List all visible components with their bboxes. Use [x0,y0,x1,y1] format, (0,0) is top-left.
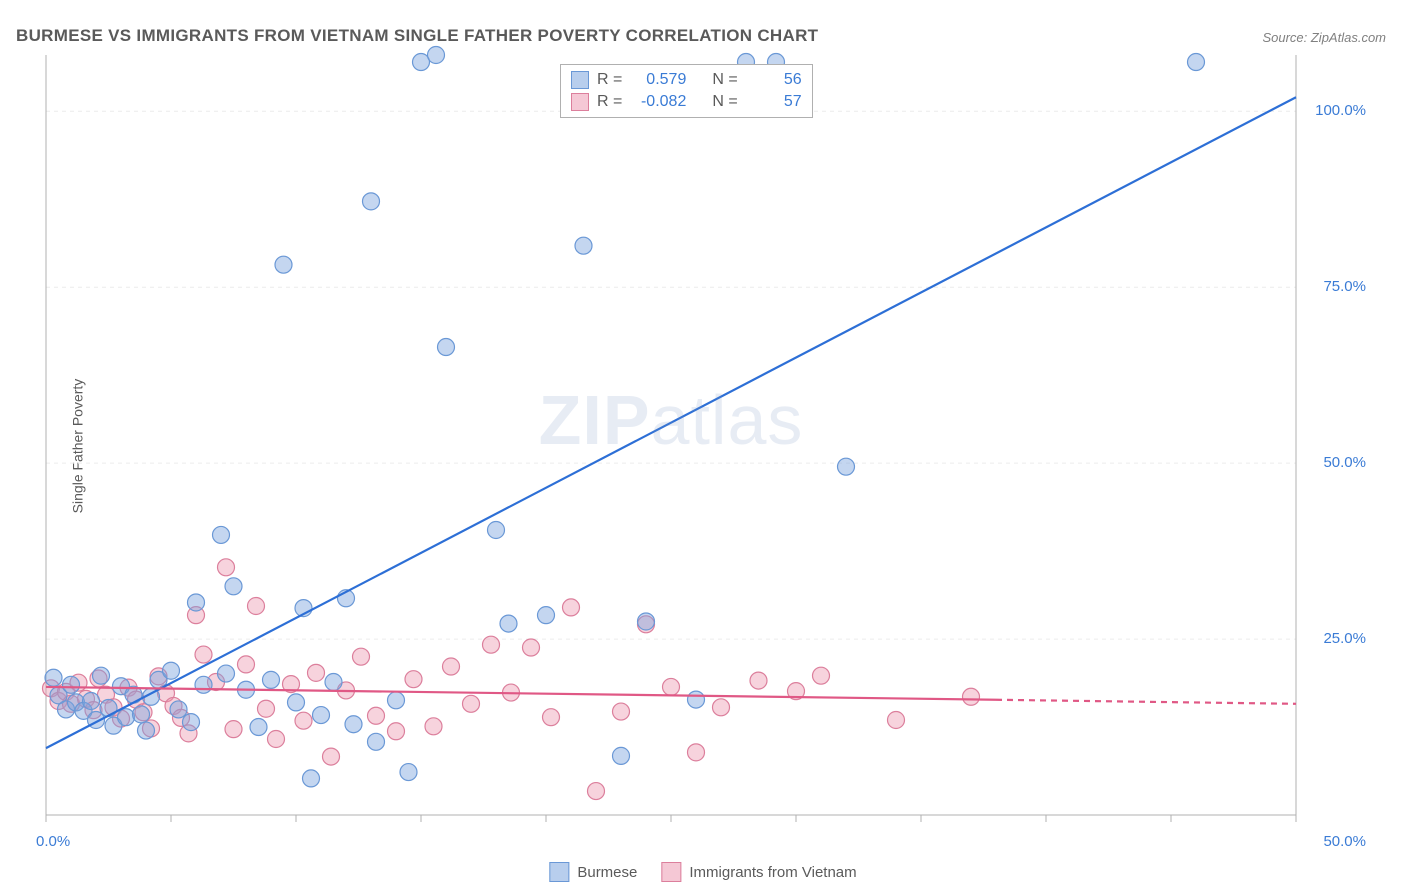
n-value-vietnam: 57 [746,93,802,111]
legend-item-vietnam: Immigrants from Vietnam [661,862,856,882]
n-label: N = [712,93,737,111]
chart-legend: Burmese Immigrants from Vietnam [549,862,856,882]
legend-label-burmese: Burmese [577,864,637,881]
y-tick-label: 100.0% [1315,102,1366,119]
y-tick-label: 25.0% [1323,630,1366,647]
legend-swatch-vietnam [661,862,681,882]
legend-item-burmese: Burmese [549,862,637,882]
x-tick-label: 50.0% [1323,833,1366,850]
plot-area: ZIPatlas [46,55,1296,815]
r-label: R = [597,93,622,111]
stats-row-burmese: R = 0.579 N = 56 [571,69,802,91]
stats-row-vietnam: R = -0.082 N = 57 [571,91,802,113]
legend-label-vietnam: Immigrants from Vietnam [689,864,856,881]
r-value-burmese: 0.579 [630,71,686,89]
n-label: N = [712,71,737,89]
swatch-burmese [571,71,589,89]
chart-title: BURMESE VS IMMIGRANTS FROM VIETNAM SINGL… [16,26,818,46]
y-tick-label: 50.0% [1323,454,1366,471]
scatter-chart-svg [46,55,1296,815]
r-value-vietnam: -0.082 [630,93,686,111]
y-tick-label: 75.0% [1323,278,1366,295]
swatch-vietnam [571,93,589,111]
correlation-stats-box: R = 0.579 N = 56 R = -0.082 N = 57 [560,64,813,118]
legend-swatch-burmese [549,862,569,882]
source-attribution: Source: ZipAtlas.com [1262,30,1386,45]
n-value-burmese: 56 [746,71,802,89]
x-tick-label: 0.0% [36,833,70,850]
r-label: R = [597,71,622,89]
